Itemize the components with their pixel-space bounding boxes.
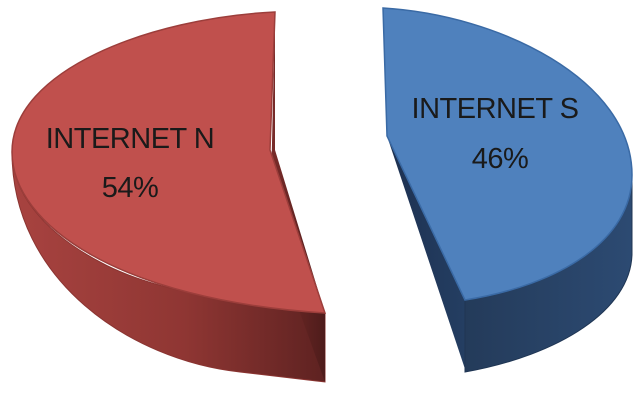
slice-top-face bbox=[11, 11, 327, 314]
slice-label-internet-n: INTERNET N bbox=[46, 123, 214, 155]
slice-label-internet-s: INTERNET S bbox=[412, 93, 579, 125]
pie-slice-internet-n: INTERNET N 54% bbox=[11, 11, 327, 383]
slice-top-face bbox=[382, 7, 633, 301]
pie-slice-internet-s: INTERNET S 46% bbox=[382, 7, 633, 373]
slice-percent-internet-s: 46% bbox=[472, 143, 529, 175]
slice-percent-internet-n: 54% bbox=[102, 172, 159, 204]
